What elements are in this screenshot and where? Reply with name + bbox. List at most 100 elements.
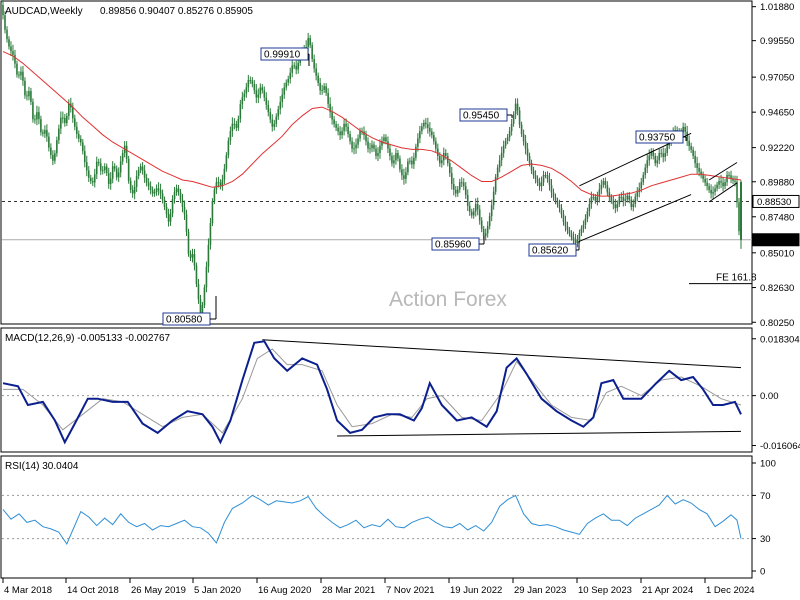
candle-body xyxy=(622,197,625,201)
candle-body xyxy=(121,153,124,162)
candle-body xyxy=(636,192,639,197)
candle-body xyxy=(504,140,507,146)
candle-body xyxy=(552,192,555,198)
candle-body xyxy=(72,107,74,119)
candle-body xyxy=(548,178,551,186)
candle-body xyxy=(401,169,403,176)
candle-body xyxy=(159,189,162,194)
candle-body xyxy=(56,140,58,154)
candle-body xyxy=(161,193,164,200)
candle-body xyxy=(365,135,367,142)
candle-body xyxy=(692,149,694,156)
candle-body xyxy=(441,160,443,164)
candle-body xyxy=(632,204,635,208)
candle-body xyxy=(351,141,353,149)
candle-body xyxy=(550,185,553,193)
candle-body xyxy=(197,283,200,300)
candle-body xyxy=(125,145,128,159)
candle-body xyxy=(524,141,527,149)
candle-body xyxy=(36,112,38,120)
candle-body xyxy=(391,155,393,164)
candle-body xyxy=(259,87,262,95)
last-candle-body xyxy=(740,182,742,240)
x-tick-label: 29 Jan 2023 xyxy=(514,585,566,596)
candle-body xyxy=(85,162,88,171)
price-y-tick-label: 1.01880 xyxy=(760,2,794,13)
candle-body xyxy=(60,117,62,129)
tag-support-bg xyxy=(752,194,800,208)
candle-body xyxy=(239,104,242,119)
candle-body xyxy=(435,141,437,149)
candle-body xyxy=(117,172,120,178)
x-tick-label: 28 Mar 2021 xyxy=(322,585,375,596)
candle-body xyxy=(22,71,24,81)
candle-body xyxy=(568,229,571,234)
candle-body xyxy=(345,123,347,127)
candle-body xyxy=(502,145,505,154)
candle-body xyxy=(397,153,399,159)
candle-body xyxy=(488,216,491,226)
candle-body xyxy=(97,161,100,164)
candle-body xyxy=(616,204,619,209)
candle-body xyxy=(355,144,357,149)
candle-body xyxy=(297,62,299,70)
candle-body xyxy=(508,131,511,138)
candle-body xyxy=(229,131,232,141)
candle-body xyxy=(730,175,732,179)
candle-body xyxy=(209,223,212,245)
candle-body xyxy=(710,189,712,194)
candle-body xyxy=(686,131,688,141)
candle-body xyxy=(261,87,264,91)
candle-body xyxy=(377,153,379,156)
candle-body xyxy=(708,186,710,190)
candle-body xyxy=(319,82,321,91)
candle-body xyxy=(279,101,282,110)
candle-body xyxy=(215,182,218,190)
candle-body xyxy=(652,151,655,156)
candle-body xyxy=(732,178,734,181)
candle-body xyxy=(327,92,329,104)
candle-body xyxy=(718,181,720,185)
candle-body xyxy=(183,207,186,215)
price-y-tick-label: 0.82630 xyxy=(760,283,794,294)
candle-body xyxy=(474,204,477,212)
rsi-y-tick-label: 0 xyxy=(760,567,765,578)
candle-body xyxy=(81,142,84,152)
candle-body xyxy=(231,123,234,132)
candle-body xyxy=(618,196,621,205)
candle-body xyxy=(191,254,194,258)
candle-body xyxy=(32,101,34,120)
candle-body xyxy=(690,146,692,150)
candle-body xyxy=(241,97,244,105)
candle-body xyxy=(145,177,148,183)
candle-body xyxy=(445,153,447,156)
candle-body xyxy=(544,174,547,176)
candle-body xyxy=(283,87,286,95)
candle-body xyxy=(179,192,182,200)
candle-body xyxy=(293,65,296,67)
candle-body xyxy=(167,214,170,222)
candle-body xyxy=(584,218,587,225)
candle-body xyxy=(155,188,158,193)
candle-body xyxy=(135,175,138,187)
candle-body xyxy=(169,213,172,222)
candle-body xyxy=(454,189,457,194)
candle-body xyxy=(464,186,467,195)
candle-body xyxy=(726,174,728,183)
candle-body xyxy=(66,115,68,124)
candle-body xyxy=(656,160,659,164)
candle-body xyxy=(207,244,210,267)
x-tick-label: 1 Dec 2024 xyxy=(706,585,755,596)
candle-body xyxy=(702,175,704,179)
candle-body xyxy=(582,224,585,229)
macd-signal-line xyxy=(3,348,742,434)
price-header-symbol: AUDCAD,Weekly xyxy=(5,6,83,17)
candle-body xyxy=(532,170,535,176)
candle-body xyxy=(20,71,22,76)
x-tick-label: 4 Mar 2018 xyxy=(4,585,52,596)
candle-body xyxy=(425,122,427,125)
candle-body xyxy=(536,178,539,183)
candle-body xyxy=(530,163,533,171)
candle-body xyxy=(417,138,419,147)
candle-body xyxy=(68,103,70,116)
